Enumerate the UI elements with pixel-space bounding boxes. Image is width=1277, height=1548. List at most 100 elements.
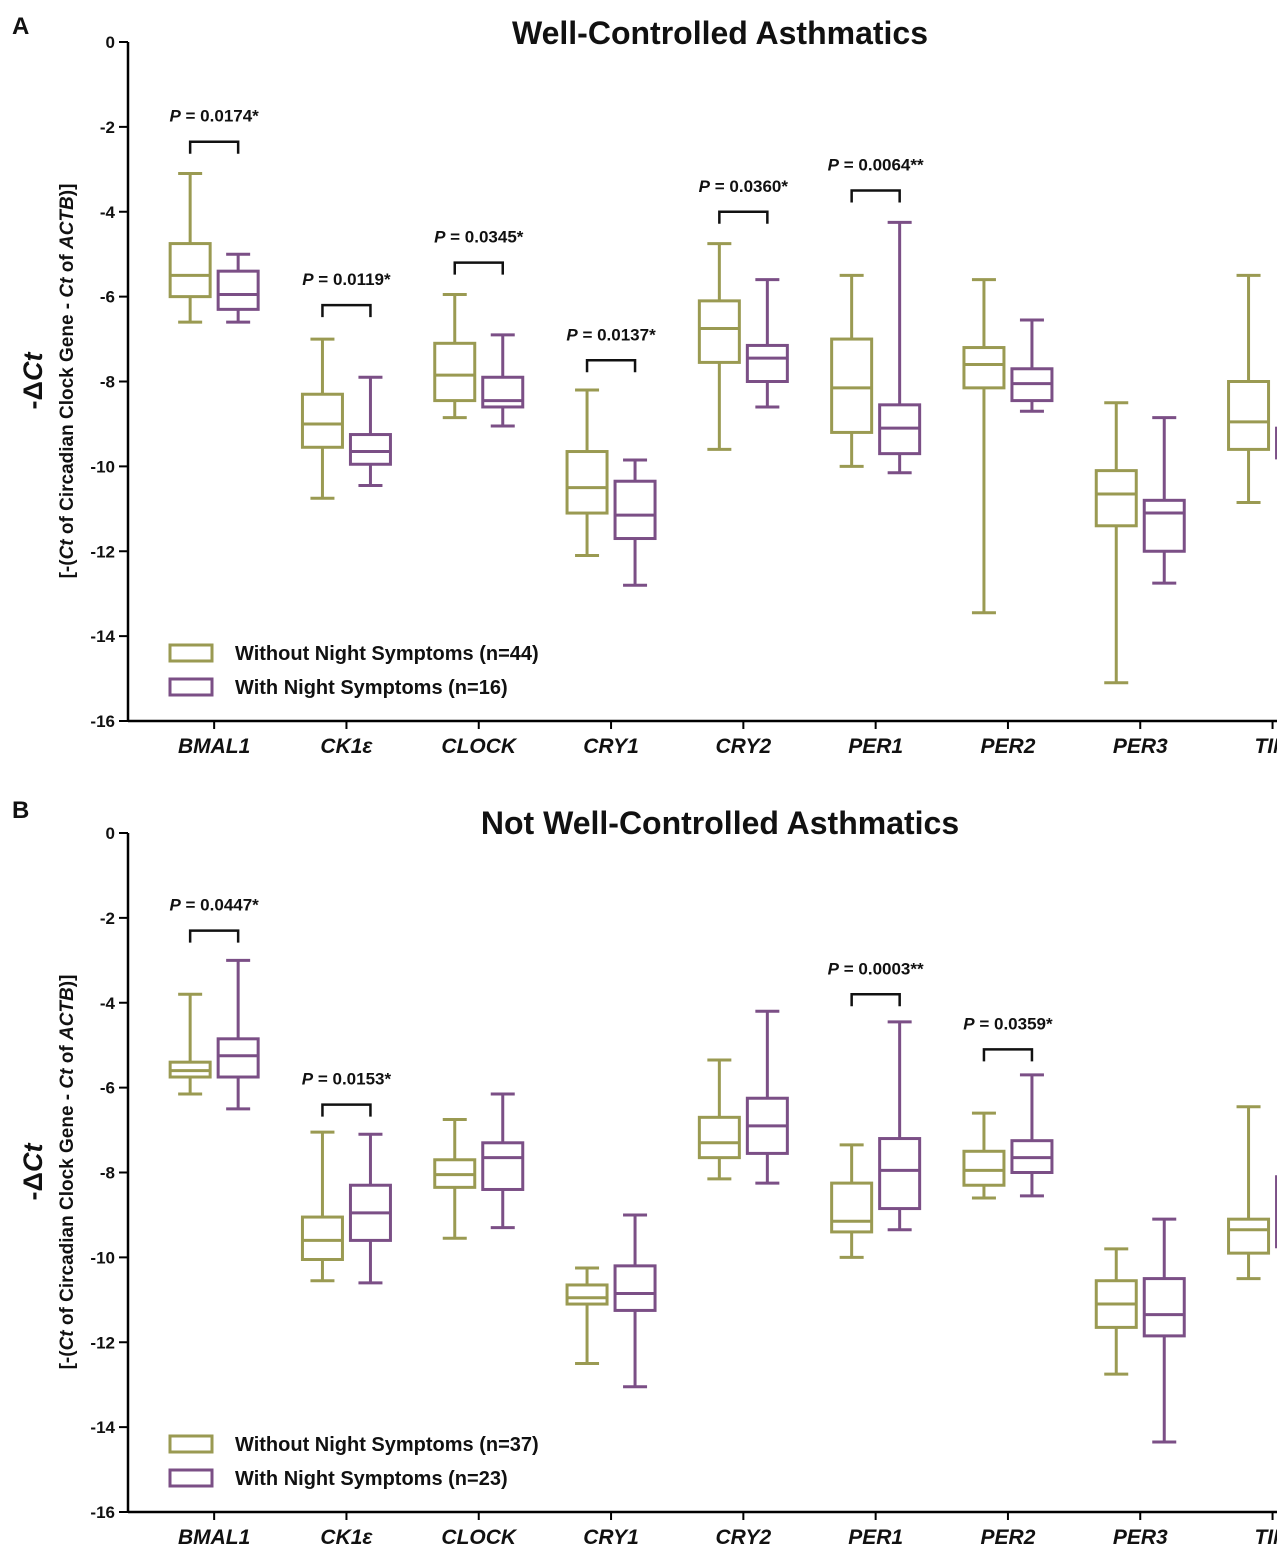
significance-bracket: [321, 1103, 372, 1117]
significance-bracket: [188, 929, 240, 943]
legend-swatch: [168, 1434, 214, 1454]
box-iqr: [613, 479, 657, 541]
p-value-label: P = 0.0447*: [169, 896, 259, 915]
box-iqr: [481, 375, 525, 409]
p-value-label: P = 0.0064**: [828, 156, 924, 175]
box-plot: [433, 1117, 477, 1240]
box-iqr: [878, 1137, 922, 1211]
box-plot: [697, 242, 741, 451]
box-plot: [1094, 1247, 1138, 1376]
box-iqr: [830, 337, 874, 434]
box-plot: [745, 278, 789, 409]
significance-bracket: [188, 140, 240, 154]
p-value-label: P = 0.0119*: [302, 270, 391, 289]
category-label: CRY1: [583, 1526, 639, 1548]
category-label: CK1ε: [320, 1526, 373, 1548]
category-label: CRY1: [583, 735, 639, 758]
box-plot: [962, 1111, 1006, 1200]
significance-bracket: [982, 1048, 1034, 1062]
p-value-label: P = 0.0345*: [434, 228, 524, 247]
category-label: PER3: [1113, 735, 1168, 758]
box-plot: [1142, 1217, 1186, 1444]
significance-bracket: [453, 261, 504, 275]
box-iqr: [565, 1283, 609, 1306]
y-tick-label: -8: [100, 1164, 115, 1183]
p-value-label: P = 0.0137*: [566, 325, 656, 344]
category-label: CRY2: [716, 1526, 772, 1548]
box-plot: [745, 1009, 789, 1185]
category-label: PER1: [848, 735, 903, 758]
box-plot: [613, 1213, 657, 1389]
y-tick-label: -6: [100, 288, 115, 307]
y-tick-label: 0: [106, 33, 115, 52]
significance-bracket: [321, 303, 372, 318]
p-value-label: P = 0.0174*: [169, 107, 259, 126]
category-label: PER2: [981, 735, 1036, 758]
category-label: BMAL1: [178, 735, 250, 758]
box-iqr: [300, 392, 344, 449]
box-plot: [481, 1092, 525, 1230]
box-iqr: [565, 450, 609, 515]
category-label: BMAL1: [178, 1526, 250, 1548]
category-label: TIM: [1254, 1526, 1277, 1548]
box-plot: [1094, 401, 1138, 685]
box-iqr: [1227, 380, 1271, 451]
box-plot: [216, 252, 260, 324]
box-plot: [962, 278, 1006, 615]
y-tick-label: -12: [90, 542, 115, 561]
box-iqr: [830, 1181, 874, 1234]
legend-swatch: [168, 643, 214, 663]
box-iqr: [962, 346, 1006, 390]
box-plot: [1227, 1105, 1271, 1281]
y-tick-label: -12: [90, 1333, 115, 1352]
box-iqr: [962, 1149, 1006, 1187]
legend-label: With Night Symptoms (n=16): [235, 677, 508, 699]
y-tick-label: -4: [100, 994, 116, 1013]
box-plot: [1142, 416, 1186, 585]
box-plot: [878, 220, 922, 475]
y-tick-label: -8: [100, 373, 115, 392]
y-tick-label: -14: [90, 1418, 115, 1437]
panel-a: A Well-Controlled Asthmatics 0 -2 -4 -6 -8 -10 -…: [12, 13, 1277, 758]
legend-label: Without Night Symptoms (n=37): [235, 1434, 539, 1456]
p-value-label: P = 0.0003**: [828, 959, 924, 978]
box-iqr: [168, 242, 212, 299]
y-tick-label: -16: [90, 1503, 115, 1522]
box-iqr: [481, 1141, 525, 1191]
box-plot: [481, 333, 525, 428]
box-plot: [348, 375, 392, 487]
box-iqr: [745, 343, 789, 384]
panel-letter: A: [12, 13, 29, 40]
category-label: PER2: [981, 1526, 1036, 1548]
box-plot: [697, 1058, 741, 1181]
legend-swatch: [168, 677, 214, 697]
box-plot: [168, 172, 212, 324]
box-iqr: [433, 341, 477, 403]
category-label: CK1ε: [320, 735, 373, 758]
box-iqr: [1142, 498, 1186, 553]
y-tick-label: -10: [90, 457, 115, 476]
y-axis-title: -ΔCt: [18, 352, 48, 410]
category-label: CRY2: [716, 735, 772, 758]
category-label: CLOCK: [441, 1526, 517, 1548]
y-tick-label: -6: [100, 1079, 115, 1098]
y-tick-label: 0: [106, 824, 115, 843]
box-iqr: [1142, 1277, 1186, 1338]
box-iqr: [613, 1264, 657, 1312]
box-plot: [830, 273, 874, 468]
legend-label: Without Night Symptoms (n=44): [235, 643, 539, 665]
box-iqr: [697, 299, 741, 364]
p-value-label: P = 0.0360*: [699, 177, 789, 196]
y-tick-label: -10: [90, 1248, 115, 1267]
legend-label: With Night Symptoms (n=23): [235, 1468, 508, 1490]
panel-letter: B: [12, 797, 29, 824]
y-tick-label: -2: [100, 909, 115, 928]
box-plot: [300, 337, 344, 500]
box-plot: [1227, 273, 1271, 504]
category-label: PER3: [1113, 1526, 1168, 1548]
significance-bracket: [585, 359, 637, 373]
category-label: CLOCK: [441, 735, 517, 758]
significance-bracket: [850, 993, 901, 1007]
box-plot: [300, 1130, 344, 1283]
